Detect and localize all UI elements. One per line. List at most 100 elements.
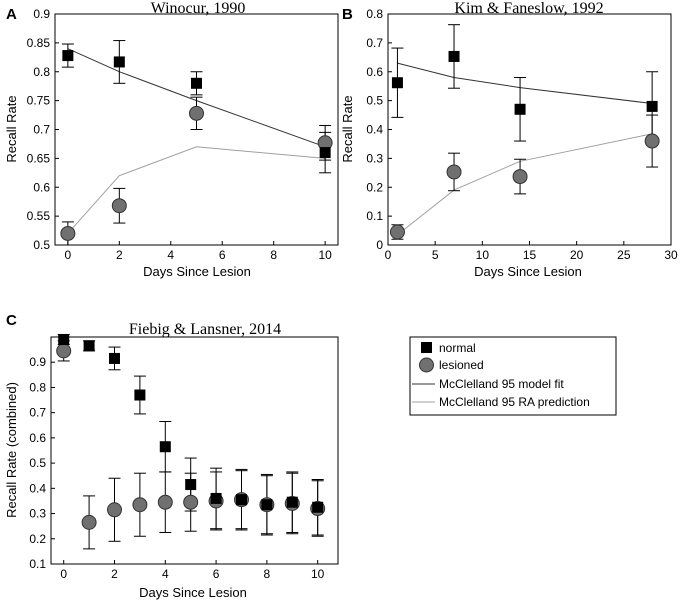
panel-c-ytick-label: 0.4 [29,481,46,495]
panel-c-xtick-label: 0 [60,567,67,581]
panel-b-lesioned-point [389,224,405,240]
panel-c-ticks: 0 2 4 6 8 10 0.1 0.2 0.3 0.4 0.5 0.6 0.7 0.8 0.9 [29,355,324,581]
panel-c-axes-box [50,336,339,565]
panel-a-model-fit-line [67,48,326,148]
panel-b-axes-box [387,13,672,246]
panel-b-normal-point [391,77,403,89]
panel-a-xtick-label: 8 [270,248,277,262]
panel-a-lesioned-point [189,105,204,121]
panel-a-normal-point [113,56,125,68]
panel-c-ytick-label: 0.6 [29,431,46,445]
panel-c-lesioned-point [183,494,199,510]
panel-c-normal-point [261,499,273,511]
panel-c-normal-point [108,352,120,364]
legend-normal-label: normal [439,341,476,355]
panel-c-lesioned-point [106,502,122,518]
panel-c: C Fiebig & Lansner, 2014 Days Since Lesi… [4,312,339,600]
panel-b-xtick-label: 15 [523,248,537,262]
panel-a-ticks: 0 2 4 6 8 10 0.5 0.55 0.6 0.65 0.7 0.75 0.8 0.85 0.9 [27,7,332,262]
panel-c-normal-point [58,334,70,346]
panel-c-normal-point [286,496,298,508]
panel-b-xtick-label: 20 [570,248,584,262]
panel-a-title: Winocur, 1990 [151,0,246,17]
panel-a-xtick-label: 4 [167,248,174,262]
panel-c-normal-point [312,501,324,513]
legend-lesioned-label: lesioned [439,358,484,372]
panel-c-normal-point [235,494,247,506]
panel-a-ytick-label: 0.5 [33,238,50,252]
panel-c-lesioned-point [157,494,173,510]
panel-a-ytick-label: 0.75 [27,94,51,108]
panel-c-ytick-label: 0.1 [29,557,46,571]
legend-model-fit-label: McClelland 95 model fit [439,377,564,391]
panel-b-ytick-label: 0.8 [366,7,383,21]
panel-b-model-fit-line [397,62,653,104]
panel-a-xtick-label: 0 [65,248,72,262]
legend-ra-prediction-label: McClelland 95 RA prediction [439,395,590,409]
panel-a-xtick-label: 2 [116,248,123,262]
panel-b-ytick-label: 0.6 [366,65,383,79]
panel-c-xtick-label: 10 [311,567,325,581]
panel-a: A Winocur, 1990 Days Since Lesion Recall… [4,0,339,279]
panel-a-ytick-label: 0.65 [27,151,51,165]
legend-box [409,336,617,416]
panel-c-ytick-label: 0.9 [29,355,46,369]
panel-b-marks [389,24,660,240]
panel-b-normal-point [448,50,460,62]
panel-c-xlabel: Days Since Lesion [139,585,247,600]
panel-b-xtick-label: 5 [432,248,439,262]
panel-b-ytick-label: 0.7 [366,36,383,50]
panel-a-ytick-label: 0.55 [27,209,51,223]
panel-a-normal-point [319,147,331,159]
panel-b-ytick-label: 0.4 [366,123,383,137]
panel-a-ytick-label: 0.85 [27,36,51,50]
panel-a-xtick-label: 6 [219,248,226,262]
panel-c-xtick-label: 4 [162,567,169,581]
panel-b-xtick-label: 30 [664,248,678,262]
panel-b-ytick-label: 0.5 [366,94,383,108]
panel-c-label: C [6,312,17,329]
panel-a-label: A [6,6,17,23]
panel-c-normal-point [83,340,95,352]
panel-c-normal-point [134,389,146,401]
panel-a-marks [60,40,333,246]
panel-a-ylabel: Recall Rate [4,95,19,162]
panel-c-lesioned-point [56,343,72,359]
panel-a-ytick-label: 0.8 [33,65,50,79]
panel-b-ra-prediction-line [397,133,653,236]
legend: normal lesioned McClelland 95 model fit … [409,336,617,416]
panel-c-marks [56,333,326,550]
panel-c-ytick-label: 0.7 [29,406,46,420]
panel-b-ytick-label: 0.2 [366,180,383,194]
panel-c-ytick-label: 0.8 [29,380,46,394]
panel-a-ytick-label: 0.9 [33,7,50,21]
panel-c-xtick-label: 2 [111,567,118,581]
panel-b-title: Kim & Faneslow, 1992 [454,0,603,17]
panel-b-xlabel: Days Since Lesion [474,264,582,279]
panel-a-normal-point [62,50,74,62]
panel-c-normal-point [159,441,171,453]
panel-c-ytick-label: 0.2 [29,532,46,546]
panel-b-ytick-label: 0.1 [366,209,383,223]
panel-b-ytick-label: 0.3 [366,151,383,165]
panel-a-normal-point [191,77,202,89]
panel-a-ra-prediction-line [67,146,326,234]
panel-a-xtick-label: 10 [318,248,332,262]
panel-b-normal-point [646,100,658,112]
panel-a-ytick-label: 0.6 [33,180,50,194]
panel-b-ytick-label: 0 [376,238,383,252]
panel-b-xtick-label: 25 [617,248,631,262]
panel-b-normal-point [514,103,526,115]
panel-b-lesioned-point [512,169,528,185]
panel-b-xtick-label: 10 [476,248,490,262]
panel-c-normal-point [210,492,222,504]
panel-a-lesioned-point [60,225,76,241]
legend-normal-marker [421,342,432,353]
panel-a-ytick-label: 0.7 [33,123,50,137]
panel-c-ylabel: Recall Rate (combined) [4,382,19,518]
panel-c-ytick-label: 0.3 [29,507,46,521]
panel-b-lesioned-point [644,133,660,149]
panel-b-lesioned-point [446,164,462,180]
panel-c-normal-point [185,479,197,491]
